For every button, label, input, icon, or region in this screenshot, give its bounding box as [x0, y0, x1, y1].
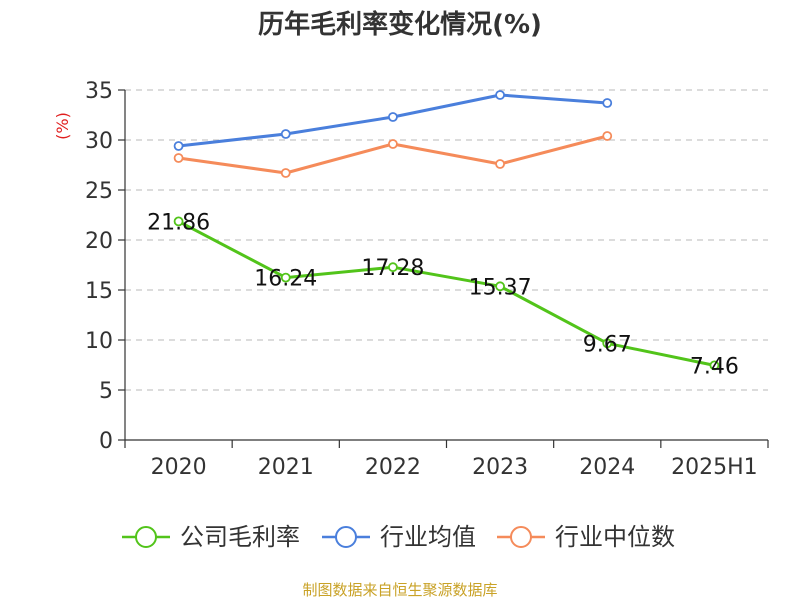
data-point[interactable] — [709, 360, 720, 371]
data-labels: 21.86 16.24 17.28 15.37 9.67 7.46 — [147, 210, 739, 379]
source-note: 制图数据来自恒生聚源数据库 — [302, 581, 497, 599]
data-point[interactable] — [280, 129, 291, 139]
chart-title: 历年毛利率变化情况(%) — [258, 9, 542, 40]
legend-item[interactable]: 公司毛利率 — [122, 523, 300, 551]
x-tick-label: 2021 — [258, 455, 314, 480]
data-label: 7.46 — [690, 354, 739, 379]
y-tick-label: 0 — [99, 429, 113, 454]
data-point[interactable] — [602, 131, 613, 141]
x-tick-label: 2024 — [579, 455, 635, 480]
legend-item[interactable]: 行业均值 — [322, 523, 476, 551]
legend-label: 行业均值 — [380, 523, 476, 551]
data-point[interactable] — [495, 90, 505, 100]
data-label: 17.28 — [361, 256, 424, 281]
y-tick-label: 10 — [85, 329, 113, 354]
data-point[interactable] — [280, 168, 291, 178]
data-point[interactable] — [602, 338, 613, 349]
grid-lines — [125, 89, 768, 391]
legend-marker — [135, 526, 157, 548]
y-tick-label: 25 — [85, 179, 113, 204]
y-tick-label: 5 — [99, 379, 113, 404]
x-tick-label: 2020 — [151, 455, 207, 480]
legend-label: 行业中位数 — [555, 523, 675, 551]
legend[interactable]: 公司毛利率 行业均值 行业中位数 — [122, 523, 675, 551]
data-point[interactable] — [173, 141, 184, 151]
data-label: 16.24 — [254, 267, 317, 292]
data-point[interactable] — [602, 98, 613, 108]
data-point[interactable] — [388, 139, 398, 149]
data-label: 15.37 — [469, 275, 532, 300]
y-tick-label: 15 — [85, 279, 113, 304]
data-label: 21.86 — [147, 210, 210, 235]
legend-label: 公司毛利率 — [180, 523, 300, 551]
y-axis-label: (%) — [53, 112, 72, 140]
x-tick-label: 2023 — [472, 455, 528, 480]
data-point[interactable] — [495, 159, 505, 169]
data-point[interactable] — [495, 281, 505, 292]
data-label: 9.67 — [583, 332, 632, 357]
y-tick-label: 30 — [85, 129, 113, 154]
legend-item[interactable]: 行业中位数 — [497, 523, 675, 551]
y-tick-label: 35 — [85, 79, 113, 104]
axes: 0 5 10 15 20 25 30 35 2020 2021 2022 2023 2024 2025H1 — [85, 79, 769, 480]
data-point[interactable] — [173, 216, 184, 227]
y-tick-label: 20 — [85, 229, 113, 254]
data-point[interactable] — [173, 153, 184, 163]
x-tick-label: 2022 — [365, 455, 421, 480]
series-line — [177, 220, 715, 367]
series-lines — [177, 93, 715, 367]
data-point[interactable] — [388, 262, 398, 273]
x-tick-label: 2025H1 — [671, 455, 758, 480]
data-point[interactable] — [280, 272, 291, 283]
series-points — [173, 90, 720, 371]
legend-marker — [335, 526, 357, 548]
legend-marker — [510, 526, 532, 548]
data-point[interactable] — [388, 112, 398, 122]
